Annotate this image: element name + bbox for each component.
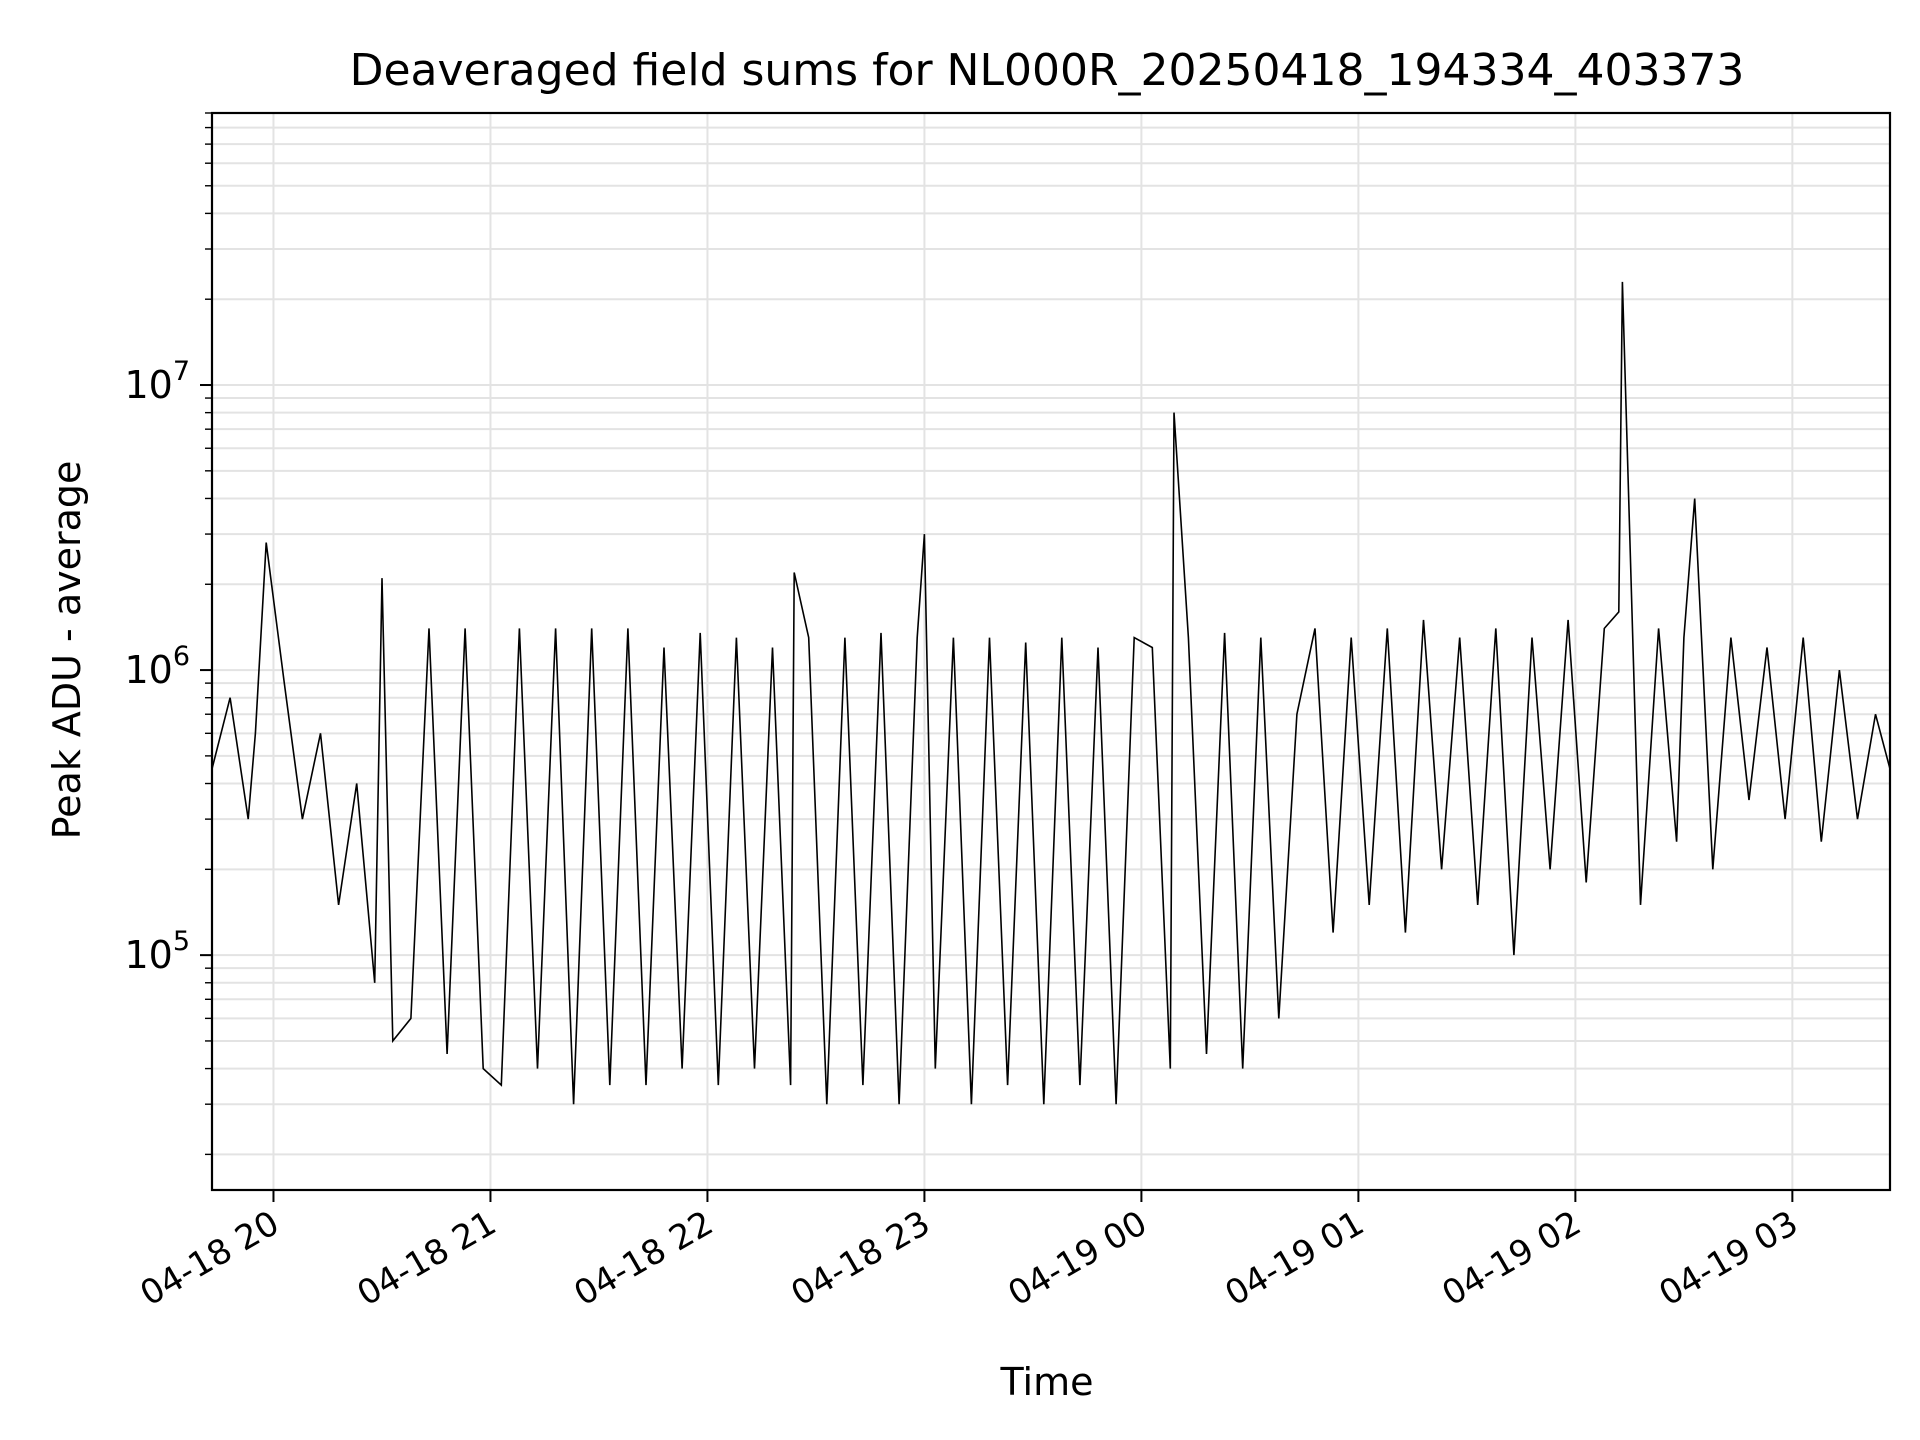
y-tick-label: 105 <box>124 926 190 977</box>
y-tick-label: 106 <box>124 641 190 692</box>
gridlines <box>212 112 1890 1190</box>
axis-ticks <box>200 112 1794 1202</box>
x-axis-label: Time <box>1000 1360 1094 1404</box>
y-axis-label: Peak ADU - average <box>45 461 89 840</box>
chart-title: Deaveraged field sums for NL000R_2025041… <box>350 45 1745 96</box>
plot-frame <box>210 111 1892 1192</box>
series-line-0 <box>211 281 1891 1105</box>
y-tick-label: 107 <box>124 356 190 407</box>
y-tick-base: 10 <box>124 363 172 407</box>
y-tick-base: 10 <box>124 648 172 692</box>
series-line-group <box>211 281 1891 1105</box>
y-tick-exponent: 5 <box>173 926 190 957</box>
y-tick-exponent: 7 <box>173 356 190 387</box>
y-tick-base: 10 <box>124 933 172 977</box>
y-tick-exponent: 6 <box>173 641 190 672</box>
